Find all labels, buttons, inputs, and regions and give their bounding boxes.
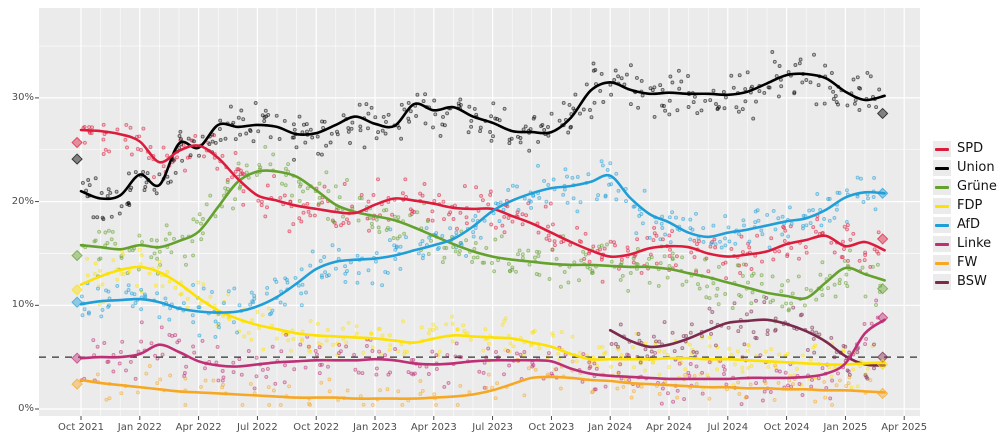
- legend-label-linke: Linke: [957, 236, 992, 251]
- afd-line-swatch: [935, 223, 949, 227]
- legend-key-spd: [933, 141, 951, 157]
- trend-line-FW: [79, 375, 886, 400]
- legend-key-bsw: [933, 274, 951, 290]
- linke-line-swatch: [935, 242, 949, 246]
- legend-item-spd: SPD: [933, 141, 997, 157]
- election-diamond-AfD: [876, 187, 889, 200]
- election-diamond-Grüne: [876, 283, 889, 295]
- legend-label-afd: AfD: [957, 217, 981, 232]
- election-diamond-BSW: [876, 351, 889, 363]
- x-tick-label: Oct 2021: [58, 422, 104, 433]
- y-tick-label: 10%: [11, 299, 34, 311]
- legend-label-spd: SPD: [957, 141, 984, 156]
- legend-label-fdp: FDP: [957, 198, 983, 213]
- x-tick-label: Apr 2024: [646, 422, 692, 433]
- legend-key-union: [933, 160, 951, 176]
- x-tick-label: Apr 2023: [410, 422, 457, 433]
- election-diamond-Linke: [71, 352, 83, 364]
- y-tick-label: 0%: [18, 403, 34, 414]
- trend-line-FDP: [79, 265, 886, 366]
- x-tick-label: Jul 2024: [707, 422, 749, 433]
- legend-label-union: Union: [957, 160, 995, 175]
- election-diamond-FW: [71, 378, 83, 390]
- election-diamond-FW: [876, 387, 889, 400]
- axis-ticks: [35, 97, 905, 420]
- union-line-swatch: [935, 166, 949, 170]
- election-diamond-Union: [876, 107, 889, 120]
- legend-item-fw: FW: [933, 255, 997, 271]
- y-tick-label: 30%: [11, 91, 34, 103]
- y-tick-label: 20%: [11, 195, 34, 207]
- legend-key-gruene: [933, 179, 951, 195]
- legend-label-gruene: Grüne: [957, 179, 997, 194]
- legend-label-fw: FW: [957, 255, 978, 270]
- legend-label-bsw: BSW: [957, 274, 987, 289]
- x-tick-label: Apr 2022: [175, 422, 222, 433]
- spd-line-swatch: [935, 147, 949, 151]
- trend-line-Grüne: [79, 169, 886, 301]
- legend-key-afd: [933, 217, 951, 233]
- x-tick-label: Oct 2024: [763, 422, 810, 433]
- legend-key-linke: [933, 236, 951, 252]
- plot-area: [39, 50, 920, 407]
- legend-item-union: Union: [933, 160, 997, 176]
- gruene-line-swatch: [935, 185, 949, 189]
- x-tick-label: Apr 2025: [881, 422, 928, 433]
- legend-item-bsw: BSW: [933, 274, 997, 290]
- legend-item-afd: AfD: [933, 217, 997, 233]
- legend-key-fdp: [933, 198, 951, 214]
- legend-item-gruene: Grüne: [933, 179, 997, 195]
- x-tick-label: Jul 2022: [237, 422, 278, 433]
- election-diamond-SPD: [876, 233, 889, 245]
- legend-key-fw: [933, 255, 951, 271]
- election-diamond-SPD: [71, 136, 83, 149]
- trend-line-BSW: [608, 318, 886, 367]
- x-tick-label: Jan 2022: [117, 422, 162, 433]
- trend-line-AfD: [79, 173, 886, 314]
- election-diamond-Linke: [876, 312, 889, 324]
- x-tick-label: Oct 2022: [293, 422, 340, 433]
- election-result-diamonds: [71, 107, 889, 400]
- x-tick-label: Jan 2024: [588, 422, 633, 433]
- election-diamond-Grüne: [71, 249, 83, 262]
- election-diamond-FDP: [876, 358, 889, 371]
- trend-line-Union: [79, 72, 886, 201]
- bsw-line-swatch: [935, 280, 949, 284]
- fdp-line-swatch: [935, 204, 949, 208]
- trend-line-Linke: [79, 318, 886, 381]
- election-diamond-FDP: [71, 284, 83, 296]
- x-tick-label: Jan 2025: [823, 422, 868, 433]
- fw-line-swatch: [935, 261, 949, 265]
- legend-item-linke: Linke: [933, 236, 997, 252]
- election-diamond-AfD: [71, 296, 83, 308]
- x-tick-label: Oct 2023: [528, 422, 575, 433]
- trend-line-SPD: [79, 128, 886, 259]
- election-diamond-Union: [71, 153, 83, 165]
- trend-lines: [79, 72, 886, 400]
- x-tick-label: Jul 2023: [472, 422, 513, 433]
- x-tick-label: Jan 2023: [352, 422, 398, 433]
- legend-item-fdp: FDP: [933, 198, 997, 214]
- legend: SPD Union Grüne FDP AfD Linke FW BSW: [933, 141, 997, 290]
